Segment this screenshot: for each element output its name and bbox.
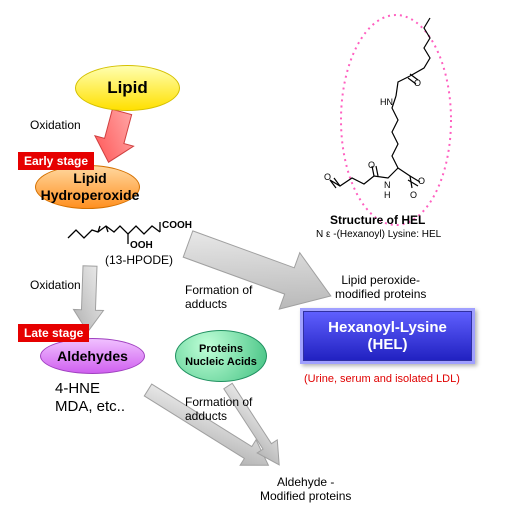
badge-late-stage: Late stage <box>18 324 89 342</box>
badge-late-text: Late stage <box>24 326 83 340</box>
formation2-l2: adducts <box>185 409 227 423</box>
chem-o1: O <box>414 78 421 88</box>
hel-dotted-ellipse <box>341 15 451 225</box>
label-structure-sub: N ε -(Hexanoyl) Lysine: HEL <box>316 229 441 240</box>
label-formation-2: Formation of adducts <box>185 395 252 423</box>
chem-o5: O <box>324 172 331 182</box>
4hne-l2: MDA, etc.. <box>55 398 125 415</box>
4hne-l1: 4-HNE <box>55 380 100 397</box>
node-lipid-label: Lipid <box>107 78 148 98</box>
chem-ooh: OOH <box>130 240 153 251</box>
hydro-line1: Lipid <box>73 170 106 186</box>
node-aldehydes-label: Aldehydes <box>57 348 128 364</box>
chem-o4: O <box>410 190 417 200</box>
label-aldehyde-modified: Aldehyde - Modified proteins <box>260 475 351 503</box>
label-lipid-peroxide-modified: Lipid peroxide- modified proteins <box>335 273 426 301</box>
formation2-l1: Formation of <box>185 395 252 409</box>
hel-line2: (HEL) <box>368 336 408 353</box>
lpm-l2: modified proteins <box>335 287 426 301</box>
proteins-line1: Proteins <box>199 343 243 356</box>
am-l2: Modified proteins <box>260 489 351 503</box>
label-urine-serum: (Urine, serum and isolated LDL) <box>304 373 460 385</box>
arrow-aldehydes-to-modified <box>140 377 276 478</box>
hydro-line2: Hydroperoxide <box>41 187 140 203</box>
formation1-l2: adducts <box>185 297 227 311</box>
am-l1: Aldehyde - <box>277 475 334 489</box>
proteins-line2: Nucleic Acids <box>185 356 257 369</box>
node-lipid: Lipid <box>75 65 180 111</box>
node-aldehydes: Aldehydes <box>40 338 145 374</box>
label-oxidation-2: Oxidation <box>30 278 81 292</box>
chem-h: H <box>384 190 391 200</box>
label-structure-of-hel: Structure of HEL <box>330 213 425 227</box>
label-hpode: (13-HPODE) <box>105 253 173 267</box>
arrow-lipid-to-hydroperoxide <box>89 107 141 168</box>
arrow-proteins-to-modified <box>218 379 289 471</box>
hel-line1: Hexanoyl-Lysine <box>328 319 447 336</box>
node-hel-box: Hexanoyl-Lysine (HEL) <box>300 308 475 364</box>
formation1-l1: Formation of <box>185 283 252 297</box>
label-4hne: 4-HNE MDA, etc.. <box>55 380 125 416</box>
arrow-hydroperoxide-to-aldehydes <box>73 265 105 332</box>
lpm-l1: Lipid peroxide- <box>341 273 420 287</box>
arrow-layer <box>0 0 517 522</box>
chem-o3: O <box>418 176 425 186</box>
chem-hn: HN <box>380 97 393 107</box>
badge-early-text: Early stage <box>24 154 88 168</box>
chem-o2: O <box>368 160 375 170</box>
node-lipid-hydroperoxide-text: Lipid Hydroperoxide <box>20 170 160 204</box>
label-oxidation-1: Oxidation <box>30 118 81 132</box>
diagram-canvas: Lipid Lipid Hydroperoxide Aldehydes Prot… <box>0 0 517 522</box>
badge-early-stage: Early stage <box>18 152 94 170</box>
label-formation-1: Formation of adducts <box>185 283 252 311</box>
node-proteins: Proteins Nucleic Acids <box>175 330 267 382</box>
chem-nh: N <box>384 180 391 190</box>
chem-cooh: COOH <box>162 220 192 231</box>
